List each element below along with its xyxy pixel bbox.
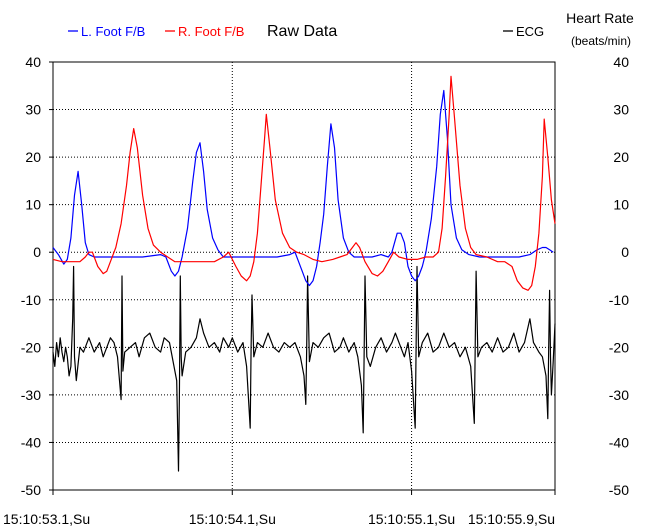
x-tick-label: 15:10:55.9,Su: [468, 511, 555, 527]
y-tick-label: -30: [21, 387, 41, 403]
y-tick-label: 40: [25, 54, 41, 70]
series-lines: [52, 75, 556, 472]
y2-tick-label: -40: [609, 434, 629, 450]
x-tick-label: 15:10:55.1,Su: [368, 511, 455, 527]
legend-l-foot: L. Foot F/B: [81, 24, 145, 39]
y-tick-label: 10: [25, 197, 41, 213]
y2-tick-label: 0: [621, 244, 629, 260]
y2-tick-label: -50: [609, 482, 629, 498]
legend: L. Foot F/B R. Foot F/B ECG: [68, 24, 544, 39]
y2-tick-label: -10: [609, 292, 629, 308]
y-tick-label: 30: [25, 102, 41, 118]
chart-title: Raw Data: [267, 23, 337, 40]
y-tick-label: -40: [21, 434, 41, 450]
legend-r-foot: R. Foot F/B: [178, 24, 244, 39]
y-tick-label: 0: [33, 244, 41, 260]
x-tick-label: 15:10:53.1,Su: [3, 511, 90, 527]
y-tick-label: -10: [21, 292, 41, 308]
y-tick-label: 20: [25, 149, 41, 165]
x-tick-label: 15:10:54.1,Su: [189, 511, 276, 527]
right-axis-unit: (beats/min): [571, 34, 631, 48]
series-r-foot-f-b: [52, 75, 556, 291]
y2-tick-label: 20: [613, 149, 629, 165]
y-tick-label: -20: [21, 339, 41, 355]
right-axis-label: Heart Rate: [566, 10, 634, 26]
series-l-foot-f-b: [52, 89, 554, 287]
y2-tick-label: 30: [613, 102, 629, 118]
y2-tick-label: 10: [613, 197, 629, 213]
axis-ticks: 40 40 30 30 20 20 10 10 0 0 -10 -10 -20 -20 -30 -30 -40 -…: [3, 54, 629, 527]
y2-tick-label: -30: [609, 387, 629, 403]
y2-tick-label: -20: [609, 339, 629, 355]
legend-ecg: ECG: [516, 24, 544, 39]
y2-tick-label: 40: [613, 54, 629, 70]
y-tick-label: -50: [21, 482, 41, 498]
series-ecg: [52, 265, 556, 472]
